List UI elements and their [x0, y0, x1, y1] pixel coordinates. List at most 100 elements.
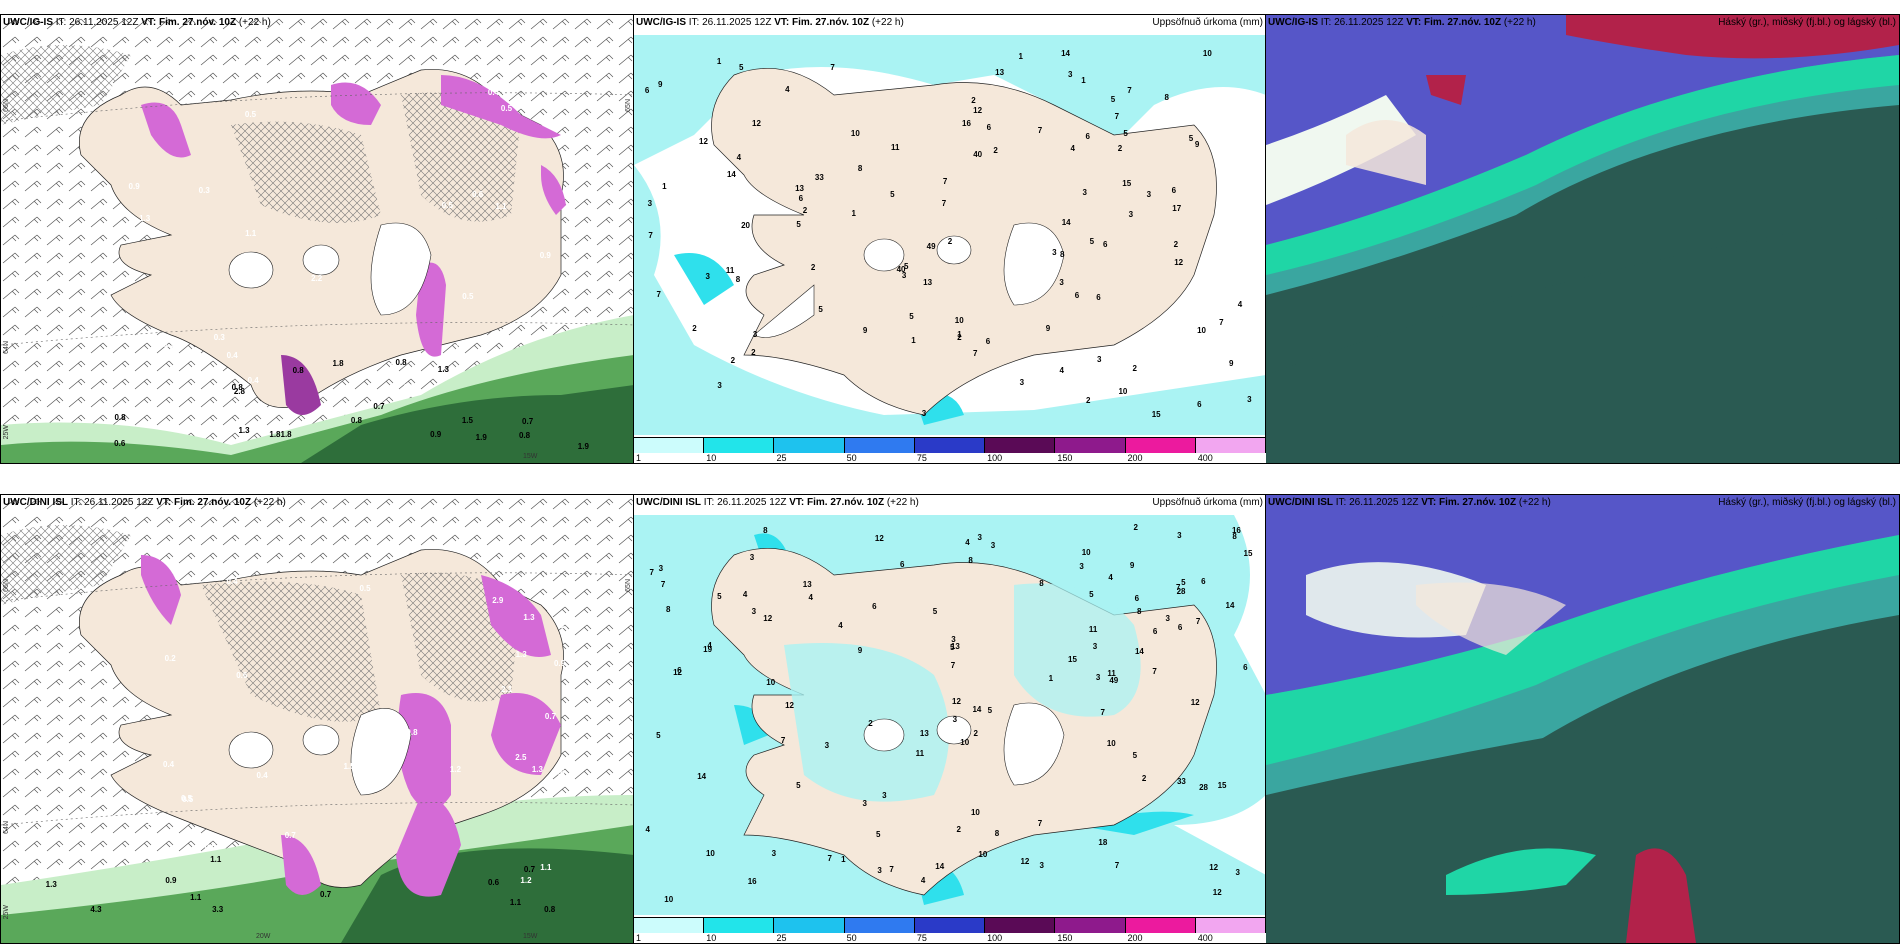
color-legend: 1 10 25 50 75 100 150 200 400 — [634, 437, 1266, 463]
precip-value: 0.4 — [256, 770, 268, 780]
map-cloud-cover-row1 — [1266, 15, 1899, 463]
precip-value: 16 — [747, 877, 757, 887]
precip-value: 6 — [1243, 662, 1248, 672]
precip-value: 4 — [965, 537, 970, 547]
precip-value: 5 — [1181, 577, 1186, 587]
precip-value: 6 — [986, 122, 992, 132]
precip-value: 1 — [1018, 51, 1023, 61]
precip-value: 1 — [716, 56, 722, 66]
precip-value: 3 — [752, 329, 758, 339]
precip-value: 5 — [818, 304, 823, 314]
precip-value: 1.1 — [540, 863, 552, 873]
precip-value: 12 — [1209, 863, 1219, 873]
precip-value: 7 — [827, 854, 832, 864]
precip-value: 8 — [665, 605, 671, 615]
precip-value: 14 — [697, 771, 707, 781]
precip-value: 4 — [736, 153, 742, 163]
precip-value: 3 — [1079, 562, 1084, 572]
precip-value: 1 — [841, 854, 846, 864]
legend-label: 1 — [636, 933, 642, 943]
precip-value: 1.3 — [531, 765, 543, 775]
precip-value: 3 — [951, 635, 956, 645]
precip-value: 2 — [1173, 239, 1179, 249]
precip-value: 5 — [903, 261, 909, 271]
precip-value: 1.1 — [509, 897, 522, 907]
legend-swatch — [985, 917, 1056, 933]
precip-value: 1 — [911, 335, 916, 345]
precip-value: 33 — [814, 173, 824, 183]
legend-swatch — [844, 917, 915, 933]
precip-value: 0.3 — [213, 333, 225, 343]
precip-value: 2.8 — [233, 386, 245, 396]
legend-label: 100 — [987, 453, 1003, 463]
precip-value: 3 — [952, 714, 958, 724]
precip-value: 14 — [726, 169, 736, 179]
precip-value: 11 — [725, 265, 735, 275]
precip-value: 5 — [932, 606, 938, 616]
precip-value: 0.6 — [553, 767, 565, 777]
precip-value: 49 — [1109, 676, 1119, 686]
precip-value: 11 — [1107, 669, 1116, 679]
precip-value: 14 — [972, 704, 982, 714]
precip-value: 5 — [909, 312, 914, 322]
precip-value: 1.0 — [560, 620, 572, 630]
precip-value: 12 — [752, 119, 761, 129]
panel-title: Háský (gr.), miðský (fj.bl.) og lágský (… — [1718, 17, 1896, 28]
precip-value: 15 — [1217, 780, 1227, 790]
precip-value: 1.5 — [343, 762, 355, 772]
precip-value: 2.2 — [311, 273, 323, 283]
precip-value: 10 — [1197, 325, 1206, 335]
precip-value: 2 — [957, 332, 962, 342]
precip-value: 13 — [995, 67, 1005, 77]
panel-header: UWC/DINI ISL IT: 26.11.2025 12Z VT: Fim.… — [636, 497, 919, 508]
precip-value: 4 — [785, 84, 790, 94]
precip-value: 3 — [749, 553, 755, 563]
precip-value: 11 — [915, 749, 925, 759]
precip-value: 0.4 — [226, 576, 238, 586]
legend-swatch — [914, 917, 986, 933]
legend-swatch — [844, 437, 915, 453]
precip-value: 7 — [648, 230, 653, 240]
precip-value: 6 — [1177, 622, 1183, 632]
panel-title: Háský (gr.), miðský (fj.bl.) og lágský (… — [1718, 497, 1896, 508]
precip-value: 0.5 — [204, 841, 216, 851]
axis-label-lon: 20W — [256, 933, 271, 940]
precip-value: 7 — [649, 568, 654, 578]
precip-value: 0.7 — [523, 865, 536, 875]
precip-value: 10 — [978, 849, 988, 859]
legend-label: 10 — [706, 933, 717, 943]
legend-label: 75 — [916, 933, 927, 943]
precip-value: 8 — [1060, 249, 1065, 259]
precip-value: 3 — [990, 540, 996, 550]
legend-label: 50 — [846, 453, 857, 463]
precip-value: 0.7 — [522, 416, 534, 426]
precip-value: 2 — [1141, 774, 1147, 784]
precip-value: 3 — [705, 271, 710, 281]
legend-label: 100 — [987, 933, 1003, 943]
panel-accumulated-precip-row2: UWC/DINI ISL IT: 26.11.2025 12Z VT: Fim.… — [633, 494, 1267, 944]
precip-value: 3 — [877, 865, 882, 875]
precip-value: 0.8 — [231, 382, 243, 392]
precip-value: 8 — [735, 274, 741, 284]
precip-value: 0.5 — [244, 110, 257, 120]
legend-swatch — [1125, 917, 1196, 933]
precip-value: 10 — [850, 128, 860, 138]
axis-label-lat: 66N — [3, 579, 10, 592]
precip-value: 0.8 — [114, 412, 126, 422]
precip-value: 7 — [942, 177, 948, 187]
precip-value: 10 — [664, 894, 674, 904]
precip-value: 5 — [717, 592, 722, 602]
legend-swatch — [1055, 437, 1126, 453]
precip-value: 2 — [1085, 395, 1091, 405]
precip-value: 11 — [891, 142, 900, 152]
precip-value: 6 — [798, 194, 804, 204]
precip-value: 3 — [977, 532, 982, 542]
legend-label: 1 — [636, 453, 642, 463]
legend-swatch — [704, 917, 775, 933]
precip-value: 5 — [1188, 134, 1194, 144]
precip-value: 3 — [771, 849, 777, 859]
precip-value: 8 — [1164, 93, 1169, 103]
precip-value: 8 — [857, 163, 863, 173]
precip-value: 8 — [1039, 578, 1044, 588]
precip-value: 1.1 — [495, 202, 507, 212]
